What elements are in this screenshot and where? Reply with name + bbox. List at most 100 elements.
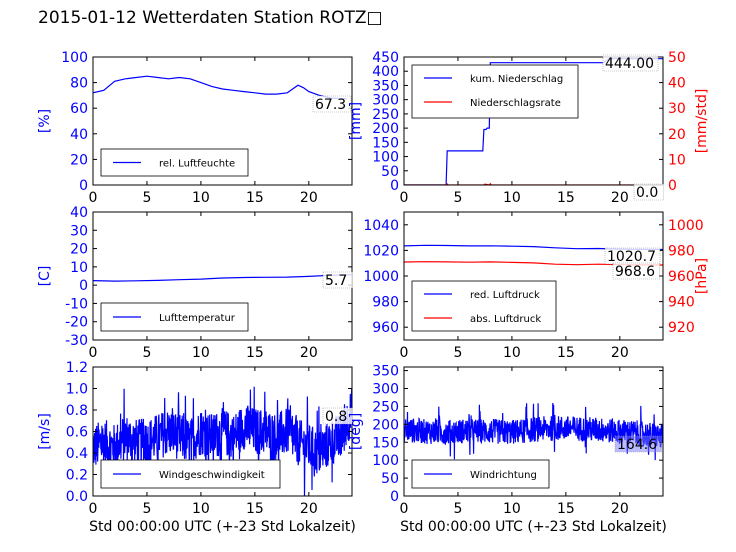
wind-speed-xtick-label-4: 20 [300, 501, 318, 517]
pressure-xtick-label-1: 5 [453, 345, 462, 361]
pressure-legend [411, 280, 557, 332]
wind-speed-xlabel: Std 00:00:00 UTC (+-23 Std Lokalzeit) [89, 519, 356, 535]
precipitation-ytick-label-5: 250 [372, 107, 399, 123]
humidity-xtick-label-3: 15 [246, 190, 264, 206]
temperature-xtick-label-2: 10 [192, 345, 210, 361]
wind-direction-annotation-0: 164.6 [617, 437, 657, 453]
temperature-ytick-label-4: 10 [70, 260, 88, 276]
wind-direction-ytick-label-2: 100 [372, 453, 399, 469]
temperature-ytick-label-5: 20 [70, 242, 88, 258]
precipitation-ytick-right-label-4: 40 [668, 76, 686, 92]
temperature-xtick-label-4: 20 [300, 345, 318, 361]
wind-direction-xtick-label-2: 10 [503, 501, 521, 517]
precipitation-xtick-label-3: 15 [557, 190, 575, 206]
wind-speed-annotation-0: 0.8 [325, 409, 347, 425]
precipitation-xtick-label-4: 20 [611, 190, 629, 206]
humidity-ytick-label-2: 40 [70, 127, 88, 143]
humidity-xtick-label-2: 10 [192, 190, 210, 206]
pressure-ylabel-right: [hPa] [694, 258, 710, 294]
pressure-ytick-label-3: 1020 [363, 243, 399, 259]
temperature-ytick-label-3: 0 [79, 278, 88, 294]
wind-speed-annotation-box-0 [322, 407, 353, 425]
wind-direction-ytick-label-1: 50 [381, 471, 399, 487]
pressure-annotation-box-1 [612, 262, 660, 280]
precipitation-ytick-label-4: 200 [372, 121, 399, 137]
humidity-ylabel: [%] [37, 109, 53, 133]
wind-direction-xtick-label-4: 20 [611, 501, 629, 517]
wind-direction-ytick-label-6: 300 [372, 382, 399, 398]
precipitation-ytick-label-1: 50 [381, 164, 399, 180]
wind-direction-ytick-label-4: 200 [372, 417, 399, 433]
temperature-xtick-label-3: 15 [246, 345, 264, 361]
precipitation-xtick-label-0: 0 [400, 190, 409, 206]
precipitation-ytick-label-7: 350 [372, 78, 399, 94]
humidity-ytick-label-1: 20 [70, 152, 88, 168]
wind-speed-chart: 0 5 10 15 20 0.0 0.2 0.4 0.6 0.8 1.0 1.2 [m/s] Std 00… [37, 360, 356, 535]
pressure-ytick-label-4: 1040 [363, 218, 399, 234]
wind-direction-ytick-label-5: 250 [372, 399, 399, 415]
pressure-annotation-0: 1020.7 [607, 249, 656, 265]
wind-speed-xtick-label-2: 10 [192, 501, 210, 517]
temperature-xtick-label-1: 5 [142, 345, 151, 361]
humidity-ytick-label-4: 80 [70, 76, 88, 92]
pressure-ytick-right-label-2: 960 [668, 269, 695, 285]
precipitation-ytick-right-label-5: 50 [668, 50, 686, 66]
temperature-annotation-0: 5.7 [325, 273, 347, 289]
pressure-ytick-right-label-3: 980 [668, 243, 695, 259]
precipitation-xtick-label-1: 5 [453, 190, 462, 206]
wind-speed-legend-label-0: Windgeschwindigkeit [159, 470, 265, 481]
pressure-legend-label-0: red. Luftdruck [470, 290, 540, 301]
precipitation-annotation-box-1 [633, 183, 664, 201]
wind-speed-ytick-label-5: 1.0 [66, 382, 88, 398]
wind-direction-xlabel: Std 00:00:00 UTC (+-23 Std Lokalzeit) [400, 519, 667, 535]
precipitation-ytick-label-9: 450 [372, 50, 399, 66]
wind-speed-xtick-label-3: 15 [246, 501, 264, 517]
precipitation-annotation-0: 444.00 [605, 56, 654, 72]
pressure-ytick-label-0: 960 [372, 320, 399, 336]
wind-direction-xtick-label-1: 5 [453, 501, 462, 517]
humidity-ytick-label-3: 60 [70, 101, 88, 117]
wind-speed-ytick-label-6: 1.2 [66, 360, 88, 376]
humidity-frame [92, 56, 353, 186]
temperature-ytick-label-7: 40 [70, 205, 88, 221]
temperature-chart: 0 5 10 15 20 -30 -20 -10 0 10 20 30 40 [C] Lufttempera… [37, 205, 353, 361]
pressure-legend-label-1: abs. Luftdruck [470, 314, 541, 325]
pressure-xtick-label-2: 10 [503, 345, 521, 361]
precipitation-annotation-1: 0.0 [636, 185, 658, 201]
pressure-ytick-right-label-4: 1000 [668, 218, 704, 234]
precipitation-ytick-label-0: 0 [390, 178, 399, 194]
page-title: 2015-01-12 Wetterdaten Station ROTZ□ [38, 8, 383, 28]
wind-direction-xtick-label-3: 15 [557, 501, 575, 517]
precipitation-ytick-right-label-0: 0 [668, 178, 677, 194]
pressure-xtick-label-4: 20 [611, 345, 629, 361]
precipitation-annotation-box-0 [602, 54, 659, 72]
precipitation-ytick-label-8: 400 [372, 64, 399, 80]
precipitation-xtick-label-2: 10 [503, 190, 521, 206]
pressure-annotation-1: 968.6 [615, 264, 655, 280]
wind-direction-ytick-label-7: 350 [372, 364, 399, 380]
humidity-chart: 0 5 10 15 20 0 20 40 60 80 100 [%] rel. Luftfeuchte 6… [37, 50, 353, 206]
wind-direction-legend-label-0: Windrichtung [470, 470, 537, 481]
precipitation-legend [411, 64, 579, 119]
wind-speed-ytick-label-1: 0.2 [66, 468, 88, 484]
wind-direction-ytick-label-0: 0 [390, 489, 399, 505]
precipitation-ytick-label-2: 100 [372, 150, 399, 166]
temperature-ytick-label-2: -10 [65, 296, 88, 312]
wind-speed-ytick-label-0: 0.0 [66, 489, 88, 505]
wind-direction-frame [403, 366, 664, 497]
precipitation-chart: 0 5 10 15 2005010015020025030035040045001020… [348, 50, 710, 206]
pressure-ytick-right-label-0: 920 [668, 320, 695, 336]
temperature-ylabel: [C] [37, 266, 53, 287]
temperature-xtick-label-0: 0 [89, 345, 98, 361]
precipitation-legend-label-0: kum. Niederschlag [470, 74, 563, 85]
wind-speed-xtick-label-1: 5 [142, 501, 151, 517]
temperature-series-0-line [93, 274, 352, 282]
wind-direction-series-0-line [404, 402, 663, 461]
humidity-ytick-label-5: 100 [61, 50, 88, 66]
precipitation-legend-label-1: Niederschlagsrate [470, 98, 561, 109]
wind-direction-xtick-label-0: 0 [400, 501, 409, 517]
precipitation-frame [403, 56, 664, 186]
precipitation-ytick-right-label-2: 20 [668, 127, 686, 143]
